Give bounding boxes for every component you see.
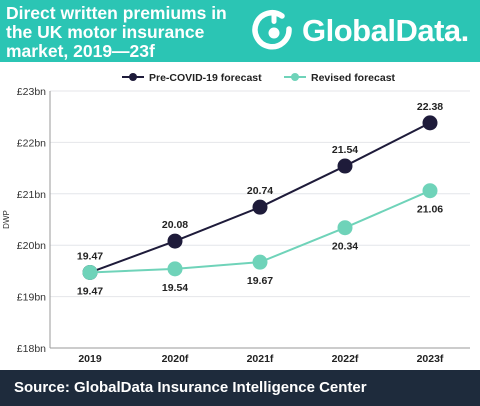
y-tick-label: £23bn (17, 86, 46, 98)
title-line-2: the UK motor insurance (6, 22, 205, 42)
logo-wordmark: GlobalData. (302, 13, 469, 48)
x-tick-label: 2020f (162, 353, 189, 365)
legend-swatch-marker (129, 73, 137, 81)
data-label: 20.08 (162, 219, 188, 231)
legend-label: Revised forecast (311, 72, 396, 84)
title-line-1: Direct written premiums in (6, 3, 227, 23)
line-chart: £18bn £19bn £20bn £21bn £22bn £23bn DWP 2019 202… (2, 72, 470, 365)
legend-swatch-marker (291, 73, 299, 81)
data-label: 22.38 (417, 101, 443, 113)
data-point (167, 261, 183, 277)
header-banner: Direct written premiums in the UK motor … (0, 0, 480, 62)
source-note: Source: GlobalData Insurance Intelligenc… (14, 379, 367, 396)
x-tick-label: 2023f (417, 353, 444, 365)
legend-label: Pre-COVID-19 forecast (149, 72, 262, 84)
data-label: 19.47 (77, 250, 103, 262)
x-tick-label: 2021f (247, 353, 274, 365)
data-point (337, 220, 353, 236)
data-label: 19.67 (247, 275, 273, 287)
chart-title: Direct written premiums in the UK motor … (6, 4, 256, 61)
footer-banner: Source: GlobalData Insurance Intelligenc… (0, 370, 480, 406)
x-tick-label: 2022f (332, 353, 359, 365)
globaldata-logo: GlobalData. (252, 9, 476, 55)
chart-area: £18bn £19bn £20bn £21bn £22bn £23bn DWP 2019 202… (0, 62, 480, 370)
data-label: 20.34 (332, 241, 358, 253)
data-point (422, 115, 438, 131)
data-point (82, 264, 98, 280)
data-label: 21.54 (332, 144, 358, 156)
x-tick-label: 2019 (78, 353, 102, 365)
data-point (252, 199, 268, 215)
y-tick-label: £21bn (17, 189, 46, 201)
data-point (422, 183, 438, 199)
data-point (167, 233, 183, 249)
series-line (89, 121, 431, 274)
y-tick-label: £19bn (17, 292, 46, 304)
data-label: 21.06 (417, 204, 443, 216)
data-label: 20.74 (247, 185, 273, 197)
globaldata-logo-icon (252, 10, 292, 50)
data-point (337, 158, 353, 174)
data-point (252, 254, 268, 270)
y-axis-label: DWP (2, 210, 11, 229)
title-line-3: market, 2019—23f (6, 41, 155, 61)
data-label: 19.54 (162, 282, 188, 294)
y-tick-label: £18bn (17, 343, 46, 355)
y-tick-label: £22bn (17, 137, 46, 149)
y-tick-label: £20bn (17, 240, 46, 252)
data-label: 19.47 (77, 285, 103, 297)
